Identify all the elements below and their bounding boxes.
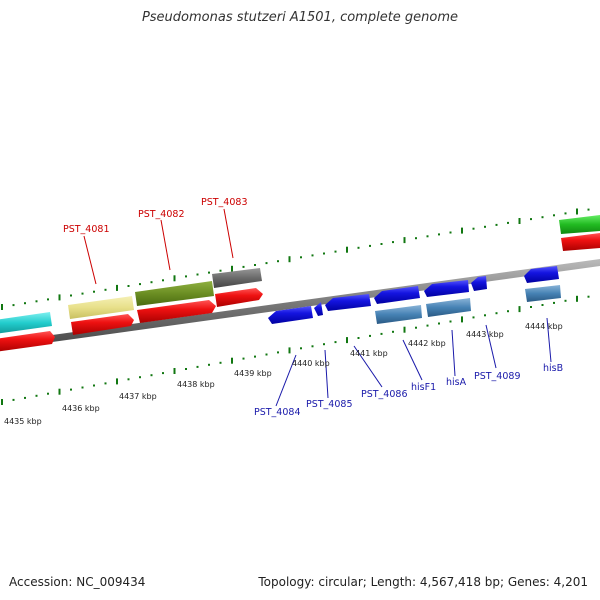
gene-label[interactable]: PST_4085 <box>306 399 353 410</box>
gene-label[interactable]: PST_4086 <box>361 389 408 400</box>
cds-arrow-blue[interactable] <box>424 280 469 297</box>
upper-strand-features <box>0 215 600 352</box>
lower-strand-features <box>268 266 561 324</box>
scale-label: 4437 kbp <box>119 392 157 401</box>
gene-label[interactable]: hisB <box>543 363 563 374</box>
feature-olive[interactable] <box>135 281 214 306</box>
scale-label: 4444 kbp <box>525 322 563 331</box>
scale-label: 4435 kbp <box>4 417 42 426</box>
scale-label: 4443 kbp <box>466 330 504 339</box>
label-leaders <box>83 208 552 407</box>
cds-arrow-blue[interactable] <box>268 306 313 324</box>
cds-arrow-blue[interactable] <box>471 276 487 291</box>
gene-label[interactable]: PST_4089 <box>474 371 521 382</box>
rna-feature-steel[interactable] <box>375 305 422 324</box>
feature-green[interactable] <box>559 215 600 234</box>
gene-label[interactable]: PST_4082 <box>138 209 185 220</box>
gene-label[interactable]: hisA <box>446 377 467 388</box>
upper-tick-row <box>1 208 590 310</box>
scale-label: 4442 kbp <box>408 339 446 348</box>
feature-khaki[interactable] <box>68 296 134 319</box>
cds-arrow-red[interactable] <box>0 331 55 352</box>
scale-labels: 4435 kbp 4436 kbp 4437 kbp 4438 kbp 4439… <box>4 322 563 426</box>
feature-cyan[interactable] <box>0 312 52 334</box>
scale-label: 4436 kbp <box>62 404 100 413</box>
feature-gray[interactable] <box>212 268 262 288</box>
cds-arrow-blue[interactable] <box>374 286 420 304</box>
cds-arrow-red[interactable] <box>215 288 263 307</box>
scale-label: 4439 kbp <box>234 369 272 378</box>
lower-gene-labels: PST_4084 PST_4085 PST_4086 hisF1 hisA PS… <box>254 363 563 418</box>
cds-arrow-blue[interactable] <box>325 294 371 311</box>
gene-label[interactable]: hisF1 <box>411 382 436 393</box>
genome-summary-text: Topology: circular; Length: 4,567,418 bp… <box>258 575 588 589</box>
rna-feature-steel[interactable] <box>525 285 561 302</box>
cds-arrow-red[interactable] <box>137 300 216 323</box>
rna-feature-steel[interactable] <box>426 298 471 317</box>
scale-label: 4438 kbp <box>177 380 215 389</box>
scale-label: 4441 kbp <box>350 349 388 358</box>
gene-label[interactable]: PST_4083 <box>201 197 248 208</box>
gene-label[interactable]: PST_4084 <box>254 407 301 418</box>
cds-arrow-blue[interactable] <box>524 266 559 283</box>
map-title: Pseudomonas stutzeri A1501, complete gen… <box>141 10 459 25</box>
gene-label[interactable]: PST_4081 <box>63 224 110 235</box>
lower-tick-row <box>1 295 590 405</box>
cds-arrow-red[interactable] <box>561 233 600 251</box>
upper-gene-labels: PST_4081 PST_4082 PST_4083 <box>63 197 248 235</box>
backbone <box>0 259 600 350</box>
accession-text: Accession: NC_009434 <box>9 575 146 589</box>
cds-arrow-blue[interactable] <box>314 302 323 316</box>
cds-arrow-red[interactable] <box>71 314 134 335</box>
scale-label: 4440 kbp <box>292 359 330 368</box>
